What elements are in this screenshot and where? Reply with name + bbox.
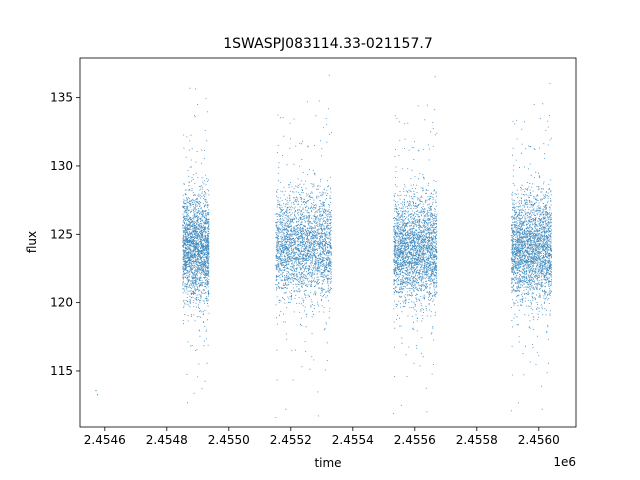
isolated-point bbox=[95, 390, 97, 392]
x-tick-label: 2.4556 bbox=[394, 433, 436, 447]
y-tick-label: 120 bbox=[50, 296, 73, 310]
x-tick-label: 2.4546 bbox=[84, 433, 126, 447]
flux-scatter-points bbox=[182, 74, 553, 419]
x-axis: 2.4546 2.4548 2.4550 2.4552 2.4554 2.4556 2.45… bbox=[84, 427, 560, 447]
isolated-point bbox=[97, 394, 99, 396]
x-tick-label: 2.4554 bbox=[332, 433, 374, 447]
chart-title: 1SWASPJ083114.33-021157.7 bbox=[223, 36, 432, 52]
x-tick-label: 2.4552 bbox=[270, 433, 312, 447]
x-tick-label: 2.4548 bbox=[146, 433, 188, 447]
y-tick-label: 135 bbox=[50, 91, 73, 105]
data-points bbox=[95, 74, 553, 419]
x-axis-label: time bbox=[314, 456, 341, 470]
x-offset-label: 1e6 bbox=[553, 455, 576, 469]
y-tick-label: 125 bbox=[50, 227, 73, 241]
x-tick-label: 2.4560 bbox=[518, 433, 560, 447]
x-tick-label: 2.4550 bbox=[208, 433, 250, 447]
plot-area-frame bbox=[79, 57, 577, 428]
y-axis: 115 120 125 130 135 bbox=[50, 91, 80, 378]
y-tick-label: 115 bbox=[50, 364, 73, 378]
y-tick-label: 130 bbox=[50, 159, 73, 173]
y-axis-label: flux bbox=[25, 231, 39, 253]
x-tick-label: 2.4558 bbox=[456, 433, 498, 447]
